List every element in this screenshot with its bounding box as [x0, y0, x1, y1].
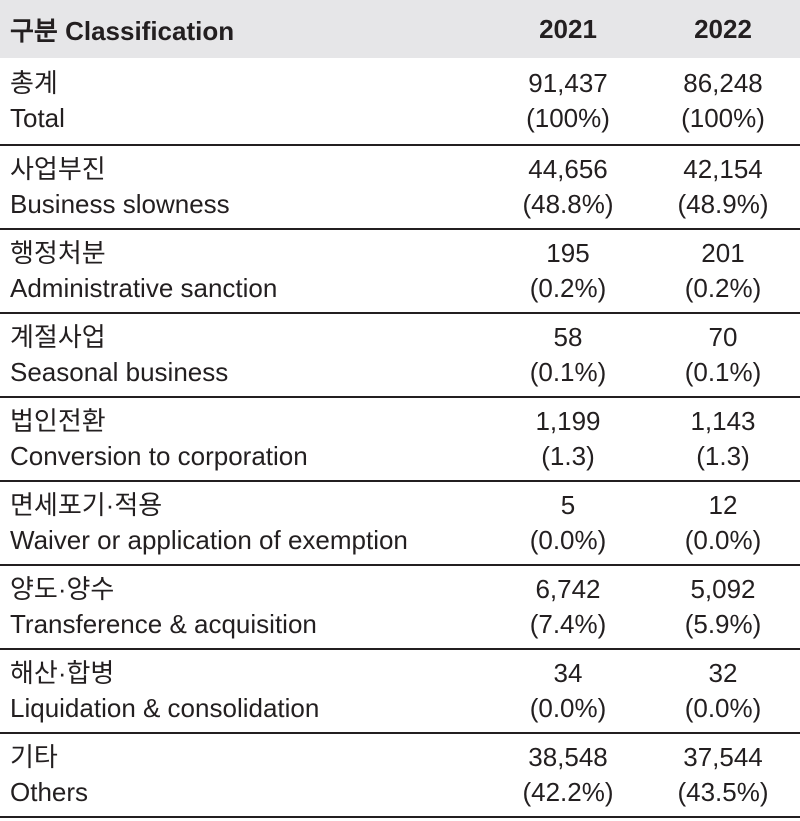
value-2021-primary: 58 — [553, 322, 583, 352]
value-2021-primary: 5 — [560, 490, 576, 520]
row-label: 행정처분 Administrative sanction — [0, 229, 490, 313]
row-label-secondary: Seasonal business — [10, 357, 229, 387]
value-2022-secondary: (48.9%) — [677, 189, 769, 219]
value-2021: 58 (0.1%) — [490, 313, 646, 397]
value-2022-primary: 70 — [708, 322, 738, 352]
value-2021: 91,437 (100%) — [490, 58, 646, 145]
row-label-primary: 면세포기·적용 — [10, 490, 163, 520]
row-label: 면세포기·적용 Waiver or application of exemptio… — [0, 481, 490, 565]
header-row: 구분 Classification 2021 2022 — [0, 0, 800, 58]
value-2022: 5,092 (5.9%) — [646, 565, 800, 649]
table-row: 총계 Total 91,437 (100%) 86,248 (100%) — [0, 58, 800, 145]
row-label-secondary: Total — [10, 103, 65, 133]
value-2022-primary: 5,092 — [690, 574, 756, 604]
table-row: 계절사업 Seasonal business 58 (0.1%) 70 (0.1%) — [0, 313, 800, 397]
value-2021: 5 (0.0%) — [490, 481, 646, 565]
value-2022-secondary: (43.5%) — [677, 777, 769, 807]
value-2022: 42,154 (48.9%) — [646, 145, 800, 229]
value-2022-secondary: (100%) — [681, 103, 765, 133]
value-2022: 201 (0.2%) — [646, 229, 800, 313]
row-label-secondary: Transference & acquisition — [10, 609, 317, 639]
row-label-secondary: Business slowness — [10, 189, 230, 219]
value-2022-secondary: (0.0%) — [684, 525, 762, 555]
row-label: 계절사업 Seasonal business — [0, 313, 490, 397]
table-row: 기타 Others 38,548 (42.2%) 37,544 (43.5%) — [0, 733, 800, 817]
row-label: 기타 Others — [0, 733, 490, 817]
value-2022-primary: 1,143 — [690, 406, 756, 436]
row-label-primary: 양도·양수 — [10, 574, 115, 604]
value-2022-primary: 201 — [701, 238, 745, 268]
value-2022: 1,143 (1.3) — [646, 397, 800, 481]
row-label-secondary: Administrative sanction — [10, 273, 278, 303]
value-2021-primary: 34 — [553, 658, 583, 688]
value-2022: 70 (0.1%) — [646, 313, 800, 397]
value-2022-primary: 37,544 — [683, 742, 763, 772]
value-2022-secondary: (0.0%) — [684, 693, 762, 723]
value-2021-secondary: (0.0%) — [529, 693, 607, 723]
value-2022-primary: 86,248 — [683, 68, 763, 98]
row-label-primary: 행정처분 — [10, 238, 106, 268]
value-2022: 37,544 (43.5%) — [646, 733, 800, 817]
row-label: 법인전환 Conversion to corporation — [0, 397, 490, 481]
value-2021-primary: 44,656 — [528, 154, 608, 184]
header-classification: 구분 Classification — [10, 15, 235, 46]
table-row: 법인전환 Conversion to corporation 1,199 (1.3) 1… — [0, 397, 800, 481]
row-label-secondary: Conversion to corporation — [10, 441, 308, 471]
table-row: 해산·합병 Liquidation & consolidation 34 (0.0%)… — [0, 649, 800, 733]
value-2021-primary: 6,742 — [535, 574, 601, 604]
table-row: 양도·양수 Transference & acquisition 6,742 (7.4… — [0, 565, 800, 649]
value-2021-secondary: (1.3) — [541, 441, 595, 471]
value-2021-secondary: (0.1%) — [529, 357, 607, 387]
value-2021: 34 (0.0%) — [490, 649, 646, 733]
value-2021-secondary: (0.2%) — [529, 273, 607, 303]
header-year-2021: 2021 — [539, 13, 597, 44]
row-label-primary: 사업부진 — [10, 154, 106, 184]
header-year-2022: 2022 — [694, 13, 752, 44]
value-2022: 32 (0.0%) — [646, 649, 800, 733]
value-2022: 12 (0.0%) — [646, 481, 800, 565]
value-2021: 1,199 (1.3) — [490, 397, 646, 481]
table-row: 면세포기·적용 Waiver or application of exemptio… — [0, 481, 800, 565]
value-2022: 86,248 (100%) — [646, 58, 800, 145]
row-label-primary: 기타 — [10, 742, 58, 772]
row-label-primary: 법인전환 — [10, 406, 106, 436]
row-label-primary: 해산·합병 — [10, 658, 115, 688]
row-label: 사업부진 Business slowness — [0, 145, 490, 229]
value-2021: 6,742 (7.4%) — [490, 565, 646, 649]
row-label: 총계 Total — [0, 58, 490, 145]
row-label-secondary: Liquidation & consolidation — [10, 693, 320, 723]
value-2022-secondary: (1.3) — [696, 441, 750, 471]
value-2021-primary: 91,437 — [528, 68, 608, 98]
table-row: 사업부진 Business slowness 44,656 (48.8%) 42,154… — [0, 145, 800, 229]
row-label: 양도·양수 Transference & acquisition — [0, 565, 490, 649]
value-2022-primary: 32 — [708, 658, 738, 688]
value-2021: 44,656 (48.8%) — [490, 145, 646, 229]
value-2022-secondary: (5.9%) — [684, 609, 762, 639]
row-label-secondary: Waiver or application of exemption — [10, 525, 408, 555]
value-2021-primary: 1,199 — [535, 406, 601, 436]
value-2021-secondary: (7.4%) — [529, 609, 607, 639]
row-label-primary: 계절사업 — [10, 322, 106, 352]
value-2022-secondary: (0.1%) — [684, 357, 762, 387]
row-label-primary: 총계 — [10, 68, 58, 98]
value-2021-primary: 195 — [546, 238, 590, 268]
value-2021: 195 (0.2%) — [490, 229, 646, 313]
row-label: 해산·합병 Liquidation & consolidation — [0, 649, 490, 733]
value-2021-secondary: (100%) — [526, 103, 610, 133]
value-2022-primary: 12 — [708, 490, 738, 520]
value-2021: 38,548 (42.2%) — [490, 733, 646, 817]
value-2022-primary: 42,154 — [683, 154, 763, 184]
value-2021-primary: 38,548 — [528, 742, 608, 772]
value-2021-secondary: (0.0%) — [529, 525, 607, 555]
value-2021-secondary: (42.2%) — [522, 777, 614, 807]
value-2022-secondary: (0.2%) — [684, 273, 762, 303]
value-2021-secondary: (48.8%) — [522, 189, 614, 219]
row-label-secondary: Others — [10, 777, 89, 807]
table-row: 행정처분 Administrative sanction 195 (0.2%) 201 (… — [0, 229, 800, 313]
